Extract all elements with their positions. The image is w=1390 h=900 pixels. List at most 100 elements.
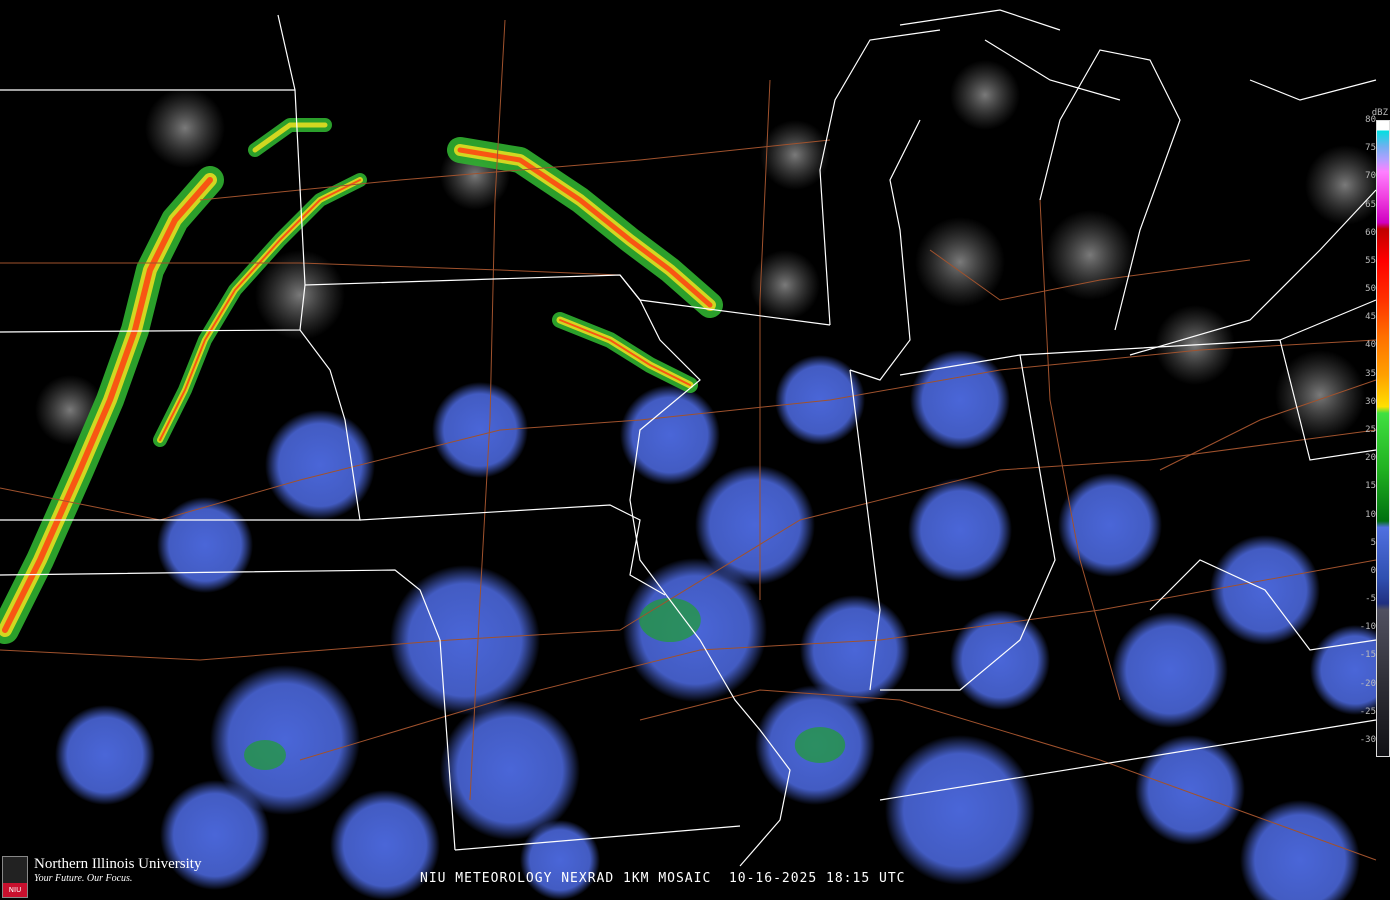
state-borders — [0, 9, 1377, 867]
logo-tagline: Your Future. Our Focus. — [34, 873, 133, 884]
highway — [469, 19, 506, 801]
rain-area — [244, 740, 286, 770]
colorbar-label: 5 — [1370, 537, 1376, 548]
colorbar-label: -5 — [1365, 594, 1376, 605]
state-border — [849, 119, 921, 381]
radar-echo — [620, 385, 720, 485]
storm-line — [0, 118, 723, 644]
storm-band — [248, 118, 332, 157]
radar-echo — [1112, 612, 1228, 728]
highway — [299, 559, 1377, 761]
logo-mark-text: NIU — [3, 883, 27, 897]
storm-band — [559, 319, 691, 386]
state-border — [879, 719, 1377, 801]
radar-echoes — [35, 60, 1390, 900]
radar-echo — [1240, 800, 1360, 900]
radar-echo — [1058, 473, 1162, 577]
radar-echo — [145, 88, 225, 168]
radar-echo — [885, 735, 1035, 885]
colorbar-label: 75 — [1365, 143, 1376, 154]
colorbar-label: -25 — [1359, 706, 1376, 717]
radar-echo — [1045, 210, 1135, 300]
radar-echo — [390, 565, 540, 715]
radar-echo — [695, 465, 815, 585]
state-border — [619, 274, 791, 867]
colorbar-label: 0 — [1370, 565, 1376, 576]
timestamp: 10-16-2025 18:15 UTC — [728, 871, 906, 886]
radar-echo — [760, 120, 830, 190]
state-border — [1149, 559, 1377, 651]
state-border — [1279, 299, 1377, 341]
state-border — [819, 29, 941, 326]
colorbar-label: 65 — [1365, 199, 1376, 210]
highway — [0, 262, 621, 276]
colorbar-label: 35 — [1365, 368, 1376, 379]
state-border — [1129, 189, 1377, 356]
radar-echo — [750, 250, 820, 320]
state-border — [899, 9, 1061, 31]
state-border — [359, 504, 666, 596]
radar-echo — [950, 610, 1050, 710]
storm-band — [252, 122, 328, 153]
colorbar-label: 40 — [1365, 340, 1376, 351]
colorbar-label: 45 — [1365, 312, 1376, 323]
state-border — [0, 329, 361, 521]
highway — [0, 339, 1377, 521]
niu-logo: NIU Northern Illinois University Your Fu… — [2, 856, 201, 898]
radar-echo — [908, 478, 1012, 582]
colorbar-label: 20 — [1365, 453, 1376, 464]
caption: NIU METEOROLOGY NEXRAD 1KM MOSAIC 10-16-… — [420, 871, 905, 886]
colorbar-label: 30 — [1365, 396, 1376, 407]
radar-echo — [55, 705, 155, 805]
radar-echo — [1275, 350, 1365, 440]
radar-echo — [800, 595, 910, 705]
state-border — [1019, 339, 1377, 461]
radar-echo — [1135, 735, 1245, 845]
highways — [0, 19, 1377, 861]
niu-logo-mark: NIU — [2, 856, 28, 898]
state-border — [1039, 49, 1181, 331]
highway — [929, 249, 1251, 301]
storm-band — [457, 147, 713, 308]
logo-name: Northern Illinois University — [34, 856, 202, 872]
colorbar-label: 15 — [1365, 481, 1376, 492]
highway — [1159, 379, 1377, 471]
colorbar-label: -10 — [1359, 622, 1376, 633]
highway — [639, 689, 1377, 861]
storm-band — [2, 177, 213, 633]
highway — [1039, 199, 1121, 701]
radar-echo — [157, 497, 253, 593]
colorbar-label: 80 — [1365, 115, 1376, 125]
colorbar-label: -30 — [1359, 735, 1376, 745]
radar-echo — [520, 820, 600, 900]
rain-area — [794, 727, 846, 763]
radar-echo — [330, 790, 440, 900]
radar-echo — [255, 250, 345, 340]
dbz-colorbar — [1376, 120, 1390, 757]
radar-echo — [950, 60, 1020, 130]
radar-echo — [160, 780, 270, 890]
rain-area — [639, 598, 701, 642]
radar-echo — [210, 665, 360, 815]
radar-echo — [432, 382, 528, 478]
state-border — [1249, 79, 1377, 101]
radar-echo — [910, 350, 1010, 450]
colorbar-label: -20 — [1359, 678, 1376, 689]
colorbar-label: 10 — [1365, 509, 1376, 520]
colorbar-label: 55 — [1365, 255, 1376, 266]
colorbar-label: 25 — [1365, 425, 1376, 435]
colorbar-unit: dBZ — [1371, 108, 1388, 118]
state-border — [0, 569, 456, 851]
state-border — [984, 39, 1121, 101]
colorbar-label: -15 — [1359, 650, 1376, 661]
colorbar-label: 50 — [1365, 284, 1376, 295]
radar-echo — [915, 217, 1005, 307]
storm-band — [159, 179, 361, 441]
radar-echo — [775, 355, 865, 445]
colorbar-label: 60 — [1365, 227, 1376, 238]
radar-echo — [1305, 145, 1385, 225]
radar-echo — [440, 700, 580, 840]
highway — [759, 79, 771, 600]
